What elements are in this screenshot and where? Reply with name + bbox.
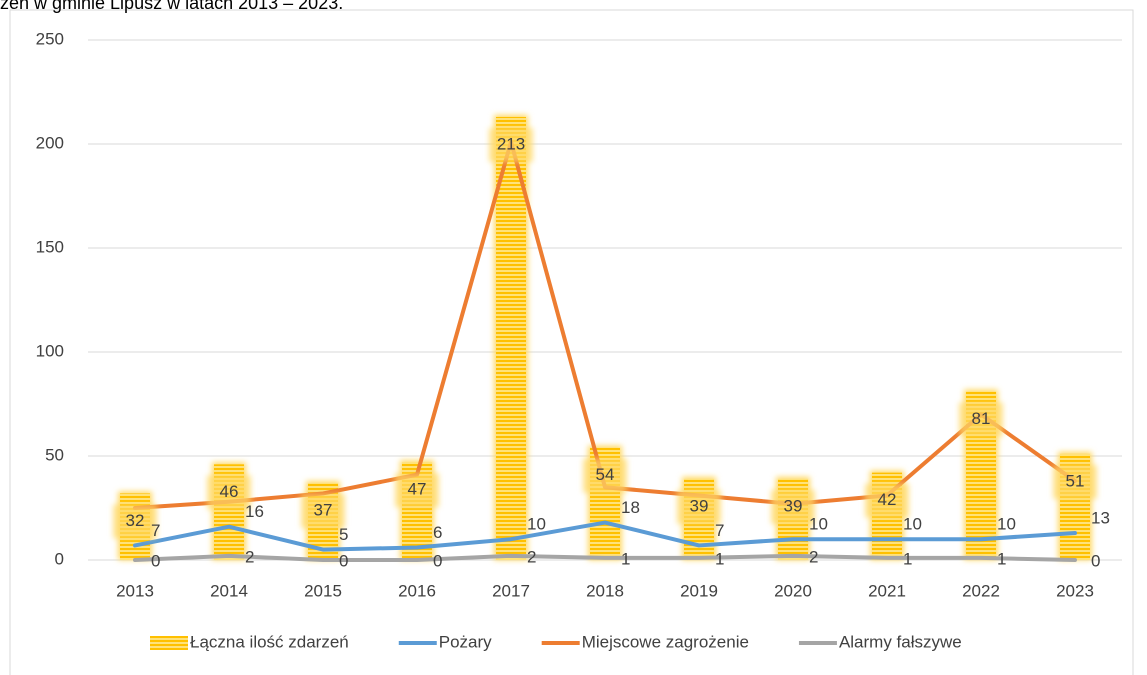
bar [496,116,526,561]
data-label-box [771,489,815,524]
x-tick-label: 2015 [304,581,342,600]
x-tick-label: 2018 [586,581,624,600]
data-label: 0 [339,551,348,570]
x-tick-label: 2013 [116,581,154,600]
data-label-box [959,402,1003,437]
y-tick-label: 150 [36,237,64,256]
data-label: 10 [527,515,546,534]
data-label: 37 [314,501,333,520]
data-label: 10 [997,515,1016,534]
data-label: 7 [151,521,160,540]
data-label: 1 [715,549,724,568]
legend-label: Alarmy fałszywe [839,632,962,651]
data-label: 2 [527,547,536,566]
data-label: 32 [126,511,145,530]
data-label: 39 [690,496,709,515]
y-tick-label: 250 [36,29,64,48]
data-label: 5 [339,525,348,544]
data-label: 2 [809,547,818,566]
data-label: 1 [903,549,912,568]
data-label: 7 [715,521,724,540]
data-label: 47 [408,480,427,499]
x-tick-label: 2023 [1056,581,1094,600]
data-label: 10 [809,515,828,534]
y-tick-label: 0 [55,549,64,568]
x-tick-label: 2017 [492,581,530,600]
x-tick-label: 2019 [680,581,718,600]
legend-label: Łączna ilość zdarzeń [190,632,349,651]
data-label-box [301,494,345,529]
data-label: 0 [1091,551,1100,570]
data-label: 6 [433,523,442,542]
y-tick-label: 100 [36,341,64,360]
data-label-box [865,483,909,518]
x-tick-label: 2022 [962,581,1000,600]
data-label-box [583,458,627,493]
x-tick-label: 2021 [868,581,906,600]
data-label: 1 [621,549,630,568]
data-label: 1 [997,549,1006,568]
data-label: 2 [245,547,254,566]
data-label: 46 [220,482,239,501]
data-label: 0 [433,551,442,570]
x-tick-label: 2020 [774,581,812,600]
data-label: 0 [151,551,160,570]
data-label: 13 [1091,508,1110,527]
line [133,520,1077,552]
data-label: 42 [878,490,897,509]
data-label-box [395,473,439,508]
data-label: 213 [497,134,525,153]
line [133,553,1077,562]
legend-label: Miejscowe zagrożenie [582,632,749,651]
data-label: 16 [245,502,264,521]
data-label-box [207,475,251,510]
data-label-box [677,489,721,524]
legend-label: Pożary [439,632,492,651]
chart-title: zeń w gminie Lipusz w latach 2013 – 2023… [0,0,343,13]
legend-swatch [150,636,188,650]
y-tick-label: 200 [36,133,64,152]
y-tick-label: 50 [45,445,64,464]
chart-frame [9,9,1134,675]
x-tick-label: 2014 [210,581,248,600]
data-label-box [1053,464,1097,499]
data-label-box [489,127,533,162]
data-label: 10 [903,515,922,534]
data-label-box [113,504,157,539]
data-label: 51 [1066,471,1085,490]
data-label: 54 [596,465,615,484]
x-tick-label: 2016 [398,581,436,600]
data-label: 39 [784,496,803,515]
data-label: 18 [621,498,640,517]
data-label: 81 [972,409,991,428]
